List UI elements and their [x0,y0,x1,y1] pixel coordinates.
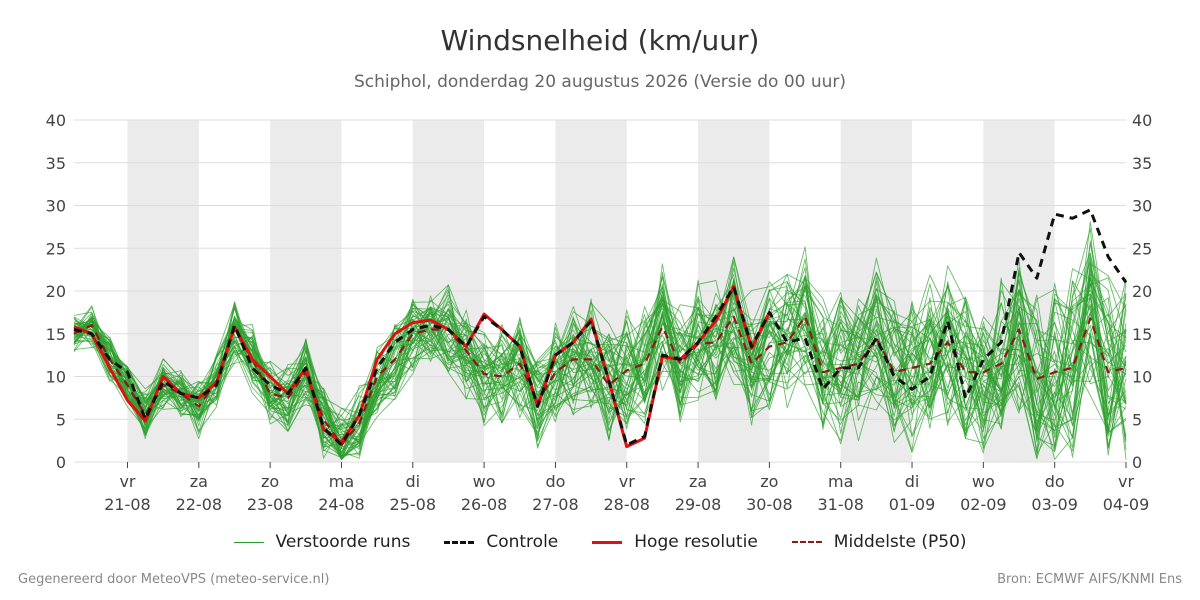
x-tick-date: 03-09 [1031,495,1078,514]
footer-generator[interactable]: Gegenereerd door MeteoVPS (meteo-service… [18,572,330,587]
x-tick-day: ma [329,472,354,491]
ensemble-member-line [73,288,1127,433]
x-tick-date: 24-08 [318,495,365,514]
legend-swatch-hoge-resolutie [592,540,623,544]
x-axis: vr 21-08 za 22-08 zo 23-08 ma 24-08 di 25-08 wo 26-… [104,462,1149,514]
x-tick-date: 04-09 [1103,495,1150,514]
x-tick-day: vr [619,472,635,491]
main-series [73,208,1128,449]
x-tick-day: za [689,472,707,491]
y-tick-right: 5 [1132,410,1142,429]
x-tick-day: wo [473,472,496,491]
y-tick-left: 20 [46,282,66,301]
x-tick-day: do [1045,472,1065,491]
x-tick-date: 27-08 [532,495,579,514]
y-tick-right: 30 [1132,197,1152,216]
x-tick-day: di [905,472,920,491]
legend-label-controle: Controle [486,532,559,552]
ensemble-member-line [73,274,1127,459]
ensemble-member-line [73,277,1127,460]
y-tick-left: 15 [46,325,66,344]
x-tick-date: 01-09 [889,495,936,514]
x-tick-day: do [545,472,565,491]
x-tick-day: wo [972,472,995,491]
x-tick-day: vr [119,472,135,491]
chart-subtitle: Schiphol, donderdag 20 augustus 2026 (Ve… [353,72,847,92]
legend-label-p50: Middelste (P50) [833,532,967,552]
x-tick-date: 02-09 [960,495,1007,514]
legend: Verstoorde runs Controle Hoge resolutie … [0,529,1200,555]
y-tick-left: 25 [46,239,66,258]
x-tick-day: za [190,472,208,491]
x-tick-date: 26-08 [461,495,508,514]
x-tick-date: 29-08 [675,495,722,514]
legend-item-controle[interactable]: Controle [444,532,558,552]
y-tick-left: 10 [46,368,66,387]
y-tick-right: 20 [1132,282,1152,301]
ensemble-member-line [73,280,1127,460]
ensemble-member-line [73,262,1127,460]
ensemble-member-line [73,293,1127,460]
x-tick-day: vr [1118,472,1134,491]
legend-label-ensemble: Verstoorde runs [275,532,411,552]
ensemble-member-line [73,278,1127,459]
y-tick-right: 10 [1132,368,1152,387]
x-tick-date: 23-08 [247,495,294,514]
legend-item-hoge-resolutie[interactable]: Hoge resolutie [592,532,758,552]
y-tick-right: 0 [1132,453,1142,472]
y-tick-right: 40 [1132,111,1152,130]
legend-item-p50[interactable]: Middelste (P50) [791,532,967,552]
series-line-controle [73,208,1128,447]
legend-swatch-ensemble [233,541,264,543]
ensemble-member-line [73,282,1127,458]
y-tick-left: 35 [46,154,66,173]
legend-swatch-p50 [791,541,822,543]
x-tick-day: di [405,472,420,491]
y-axis-right: 0 5 10 15 20 25 30 35 40 [1132,111,1152,472]
x-tick-date: 22-08 [176,495,223,514]
x-tick-day: zo [760,472,778,491]
x-tick-date: 31-08 [817,495,864,514]
x-tick-day: ma [828,472,853,491]
footer-source: Bron: ECMWF AIFS/KNMI Ens [997,572,1182,587]
x-tick-date: 28-08 [603,495,650,514]
y-axis-left: 0 5 10 15 20 25 30 35 40 [46,111,66,472]
legend-item-ensemble[interactable]: Verstoorde runs [233,532,411,552]
y-tick-left: 30 [46,197,66,216]
y-tick-right: 35 [1132,154,1152,173]
y-tick-left: 0 [56,453,66,472]
chart-title: Windsnelheid (km/uur) [440,24,760,57]
x-tick-date: 25-08 [390,495,437,514]
legend-label-hoge-resolutie: Hoge resolutie [634,532,758,552]
legend-swatch-controle [444,540,475,544]
x-tick-date: 21-08 [104,495,151,514]
y-tick-left: 5 [56,410,66,429]
y-tick-left: 40 [46,111,66,130]
x-tick-date: 30-08 [746,495,793,514]
y-tick-right: 25 [1132,239,1152,258]
ensemble-member-line [73,277,1127,455]
y-tick-right: 15 [1132,325,1152,344]
x-tick-day: zo [261,472,279,491]
